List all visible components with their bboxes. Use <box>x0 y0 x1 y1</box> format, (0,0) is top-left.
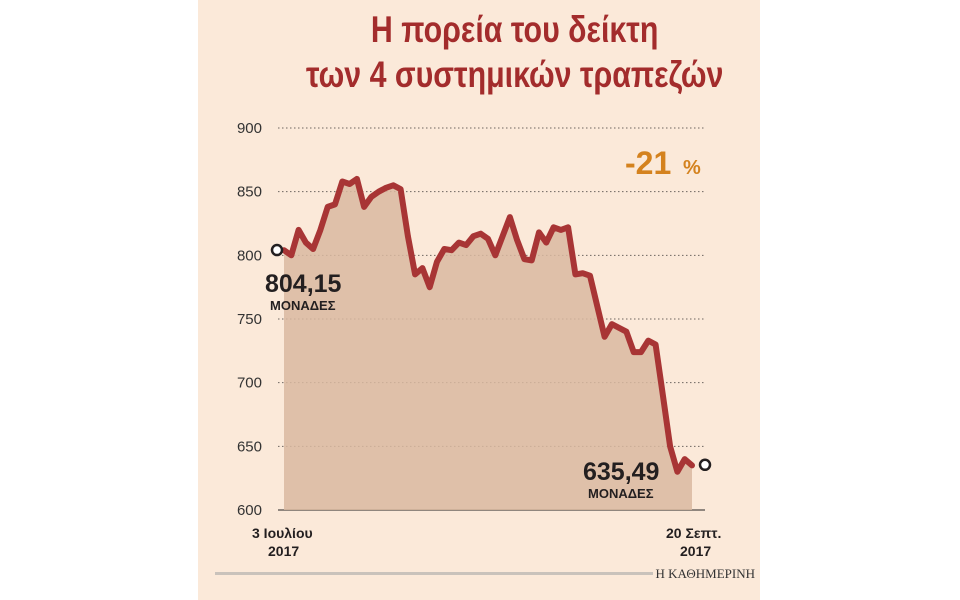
area-fill <box>284 178 692 510</box>
y-tick-label: 650 <box>237 438 262 455</box>
y-tick-label: 800 <box>237 247 262 264</box>
start-unit-label: ΜΟΝΑΔΕΣ <box>270 298 336 313</box>
start-point-marker <box>270 243 284 257</box>
y-tick-label: 600 <box>237 502 262 519</box>
x-end-label: 20 Σεπτ. <box>666 525 721 541</box>
end-point-marker <box>698 458 712 472</box>
x-start-label: 3 Ιουλίου <box>252 525 313 541</box>
y-tick-label: 700 <box>237 375 262 392</box>
chart-title-line1: Η πορεία του δείκτη <box>370 9 659 50</box>
chart-title-line2: των 4 συστημικών τραπεζών <box>305 54 724 95</box>
y-axis-ticks: 600 650 700 750 800 850 900 <box>237 120 262 519</box>
y-tick-label: 750 <box>237 311 262 328</box>
series-line <box>281 175 695 475</box>
source-credit: Η ΚΑΘΗΜΕΡΙΝΗ <box>655 566 756 581</box>
change-value: -21 <box>625 145 671 181</box>
y-tick-label: 850 <box>237 184 262 201</box>
end-unit-label: ΜΟΝΑΔΕΣ <box>588 486 654 501</box>
start-value-label: 804,15 <box>265 270 342 298</box>
x-start-year: 2017 <box>268 543 299 559</box>
y-tick-label: 900 <box>237 120 262 137</box>
change-suffix: % <box>683 157 701 179</box>
footer-rule <box>215 572 653 575</box>
x-end-year: 2017 <box>680 543 711 559</box>
end-value-label: 635,49 <box>583 458 659 486</box>
